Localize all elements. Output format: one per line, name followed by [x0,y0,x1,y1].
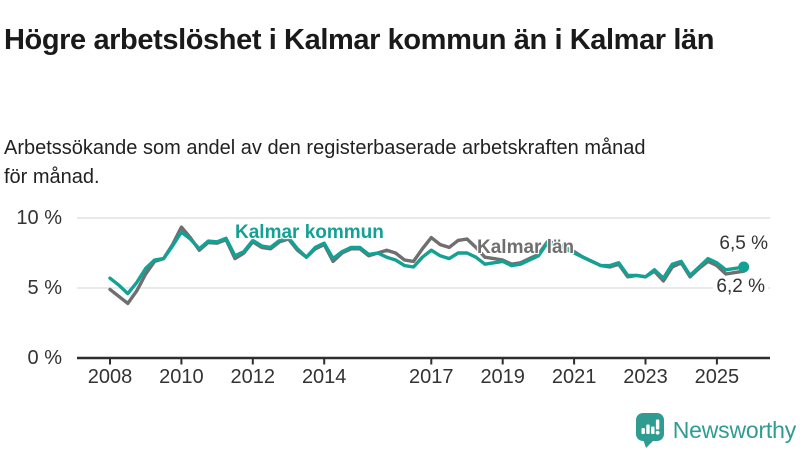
series-line-kalmar-kommun [108,230,746,296]
chart-subtitle: Arbetssökande som andel av den registerb… [4,137,646,188]
x-axis-tick-label: 2017 [409,366,454,388]
x-axis-tick-label: 2023 [623,366,668,388]
page-title: Högre arbetslöshet i Kalmar kommun än i … [4,24,715,57]
y-axis-tick-label: 10 % [16,207,62,229]
newsworthy-logo-text: Newsworthy [672,416,796,443]
y-axis-tick-label: 0 % [27,347,62,369]
x-axis-ticks [109,358,718,365]
x-axis-tick-label: 2019 [480,366,525,388]
x-axis-tick-label: 2014 [301,366,347,388]
end-value-label-kommun: 6,5 % [719,233,768,254]
x-axis-tick-label: 2008 [87,366,133,388]
x-axis-tick-label: 2021 [551,366,597,388]
end-value-label-lan: 6,2 % [713,276,768,298]
series-end-dot [738,261,750,273]
series-label-kalmar-lan: Kalmar län [477,237,575,258]
newsworthy-bubble-chart-icon [635,413,664,448]
newsworthy-logo[interactable]: Newsworthy [635,411,796,449]
series-line-kalmar-lan [108,225,746,306]
y-axis-tick-label: 5 % [27,277,62,299]
series-label-kalmar-kommun: Kalmar kommun [235,222,384,243]
x-axis-tick-label: 2010 [159,366,204,388]
x-axis-tick-label: 2025 [694,366,740,388]
x-axis-tick-label: 2012 [230,366,276,388]
